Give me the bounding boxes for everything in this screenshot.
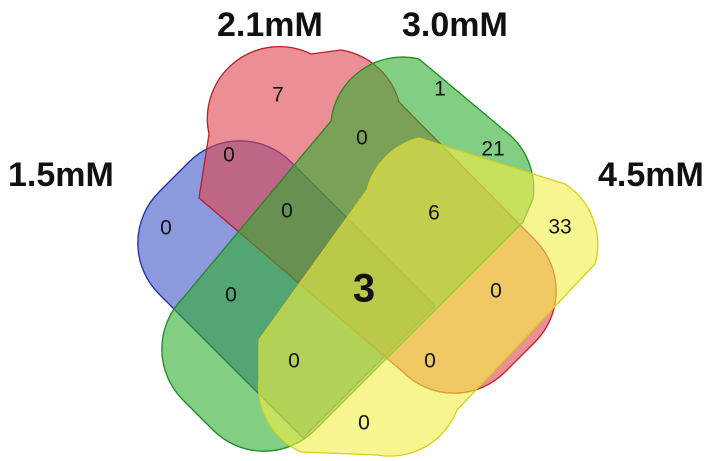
region-count-1-5-3-0-4-5: 0 (288, 350, 300, 373)
region-count-1-5-2-1-4-5: 0 (424, 350, 436, 373)
set-label-2-1mM: 2.1mM (217, 6, 323, 44)
region-count-1-5-2-1: 0 (223, 144, 235, 167)
region-count-2-1-3-0: 0 (356, 127, 368, 150)
region-count-2-1-4-5: 0 (490, 280, 502, 303)
region-count-1-5-2-1-3-0: 0 (281, 200, 293, 223)
region-count-only-2-1mM: 7 (272, 84, 284, 107)
region-counts: 7 1 0 33 0 0 21 0 6 0 3 0 0 0 0 (160, 78, 572, 435)
region-count-only-4-5mM: 33 (548, 216, 571, 239)
set-shapes (137, 46, 599, 457)
set-label-1-5mM: 1.5mM (8, 156, 114, 194)
set-label-4-5mM: 4.5mM (598, 156, 704, 194)
set-shape-4-5mM (258, 137, 599, 457)
set-labels: 1.5mM 2.1mM 3.0mM 4.5mM (8, 6, 704, 194)
region-count-1-5-3-0: 0 (225, 284, 237, 307)
region-count-only-1-5mM: 0 (160, 217, 172, 240)
region-count-all-sets: 3 (353, 267, 375, 311)
region-count-3-0-4-5: 21 (481, 138, 504, 161)
region-count-2-1-3-0-4-5: 6 (428, 202, 440, 225)
region-count-1-5-4-5: 0 (358, 412, 370, 435)
region-count-only-3-0mM: 1 (434, 78, 446, 101)
set-label-3-0mM: 3.0mM (402, 6, 508, 44)
